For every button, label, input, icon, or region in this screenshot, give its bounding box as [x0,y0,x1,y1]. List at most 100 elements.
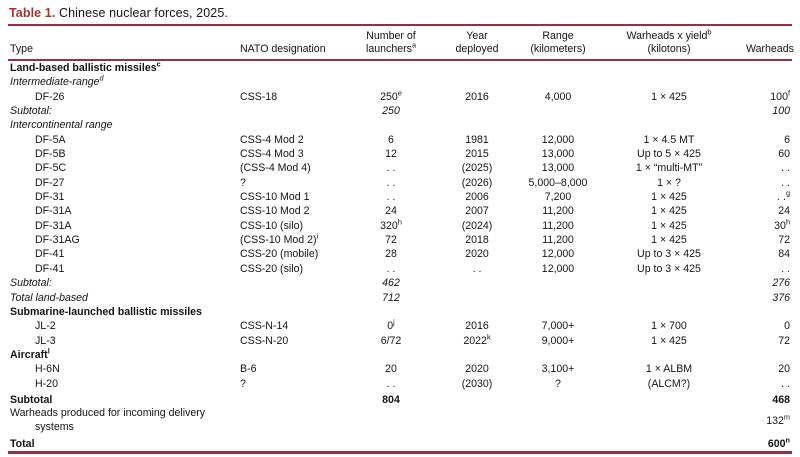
column-header-range-kilometers: Range (kilometers) [530,30,586,55]
table-cell: (2024) [461,219,493,232]
table-cell: 1 × 4.5 MT [643,133,695,146]
table-cell [432,291,522,305]
table-cell: DF-26 [35,90,65,103]
table-cell: 276 [772,277,790,290]
table-cell: CSS-18 [240,90,278,103]
table-cell: 2020 [465,248,489,261]
table-cell: 72 [778,234,790,247]
table-cell: 30h [774,217,790,232]
table-row: DF-5B CSS-4 Mod 3 12 2015 13,000 Up to 5 × 42… [8,147,792,161]
table-cell [522,407,594,435]
table-cell: 1 × 425 [651,191,687,204]
table-cell: DF-31AG [35,234,80,247]
column-header-type: Type [10,43,33,55]
table-row: JL-3 CSS-N-20 6/72 2022k 9,000+ 1 × 425 72 [8,333,792,348]
table-cell: 132m [766,412,790,427]
table-cell: (CSS-4 Mod 4) [240,162,311,175]
header-row: Type NATO designation Number of launchersa Y… [8,25,794,60]
table-cell: 250 [382,105,400,118]
table-cell [594,104,744,118]
table-cell: B-6 [240,363,257,376]
table-cell: Submarine-launched ballistic missiles [10,305,202,318]
table-row: DF-31AG (CSS-10 Mod 2)i 72 2018 11,200 1 × 42… [8,232,792,247]
table-cell: 11,200 [542,234,574,247]
table-cell [432,305,522,319]
table-cell: 2016 [465,320,489,333]
table-cell [238,276,350,290]
table-cell [350,305,432,319]
table-cell: 12,000 [541,262,575,275]
table-row: Subtotal: 462 276 [8,276,792,290]
table-cell [432,435,522,453]
table-cell: 3,100+ [541,363,575,376]
table-cell [522,118,594,132]
table-row: DF-5C (CSS-4 Mod 4) . . (2025) 13,000 1 × “mu… [8,161,792,175]
table-cell: 20 [778,363,790,376]
table-cell: ? [240,377,246,390]
table-cell [522,104,594,118]
table-cell: 24 [778,205,790,218]
table-cell: 6/72 [380,334,402,347]
table-cell [522,435,594,453]
table-cell: 5,000–8,000 [528,176,588,189]
nuclear-forces-table: Type NATO designation Number of launchersa Y… [8,24,794,455]
table-cell [238,60,350,75]
table-row: DF-41 CSS-20 (mobile) 28 2020 12,000 Up to 3 … [8,247,792,261]
table-cell: 2007 [465,205,489,218]
table-cell: 1 × ALBM [645,363,693,376]
table-cell: 72 [778,334,790,347]
table-cell: 1 × 425 [651,205,687,218]
table-cell: . . [386,377,396,390]
table-cell: 1 × ? [657,176,681,189]
table-row: DF-31A CSS-10 (silo) 320h (2024) 11,200 1 × 4… [8,217,792,233]
table-cell [432,60,522,75]
table-cell: . .g [777,188,790,204]
table-cell: . . [386,191,396,204]
table-cell: CSS-20 (mobile) [240,248,319,261]
table-cell: 20 [385,363,397,376]
table-row: Intermediate-ranged [8,75,792,89]
table-cell: . . [386,176,396,189]
table-cell [744,348,792,362]
table-cell [238,291,350,305]
table-cell: Intercontinental range [10,119,113,132]
table-cell: 12,000 [541,248,575,261]
table-cell [594,276,744,290]
table-row: DF-41 CSS-20 (silo) . . . . 12,000 Up to 3 × … [8,262,792,276]
table-cell: 7,000+ [541,320,575,333]
table-cell [522,75,594,89]
table-cell [238,118,350,132]
table-cell [594,305,744,319]
table-cell: 320h [380,217,402,232]
table-cell: 12,000 [541,133,575,146]
table-cell: 0 [784,320,790,333]
table-cell: CSS-10 (silo) [240,219,303,232]
table-cell: . . [781,176,790,189]
table-cell: DF-31A [35,219,72,232]
table-cell [432,276,522,290]
table-cell: 84 [778,248,790,261]
table-cell: 2018 [465,234,489,247]
table-cell: 468 [772,393,790,406]
table-cell [594,391,744,407]
table-row: Subtotal: 250 100 [8,104,792,118]
column-header-number-of-launchers: Number of launchersa [366,30,416,55]
table-cell: . . [781,377,790,390]
table-row: Total land-based 712 376 [8,291,792,305]
table-cell: CSS-N-20 [240,334,289,347]
table-cell: 1 × “multi-MT” [635,162,703,175]
table-cell: CSS-10 Mod 2 [240,205,310,218]
table-body: Land-based ballistic missilesc Intermedia… [8,60,792,453]
table-cell: CSS-4 Mod 2 [240,133,304,146]
table-cell [238,435,350,453]
table-cell: 28 [385,248,397,261]
table-cell: 1981 [465,133,489,146]
table-cell [744,60,792,75]
table-cell: (2030) [461,377,493,390]
table-cell: DF-31 [35,191,65,204]
table-cell: Subtotal [10,393,53,406]
table-cell: . . [386,162,396,175]
table-cell: 13,000 [541,148,575,161]
table-cell: 100f [770,88,790,103]
